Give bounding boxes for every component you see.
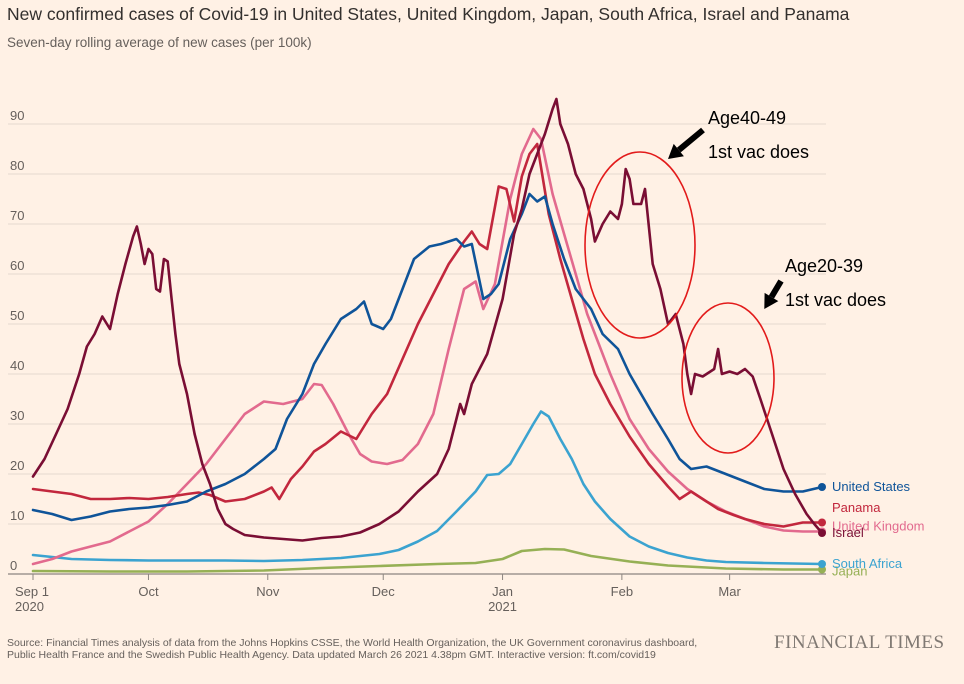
series-line-israel xyxy=(31,97,824,542)
annotation-arrow-shaft xyxy=(676,127,705,153)
highlight-ellipse-1 xyxy=(584,151,696,339)
series-line-united-kingdom xyxy=(31,127,824,566)
end-dot-japan xyxy=(818,565,826,574)
x-tick-label: Jan xyxy=(492,584,513,599)
end-dot-south-africa xyxy=(818,560,826,568)
series-line-japan xyxy=(31,547,824,573)
x-tick-sublabel: 2021 xyxy=(488,599,517,614)
series-label-united-states: United States xyxy=(832,479,911,494)
annotation-arrow-shaft xyxy=(768,279,784,299)
y-tick-label: 60 xyxy=(10,258,24,273)
end-dot-panama xyxy=(818,518,826,527)
series-line-south-africa xyxy=(31,410,824,566)
y-tick-label: 50 xyxy=(10,308,24,323)
series-lines xyxy=(31,97,826,574)
y-tick-label: 20 xyxy=(10,458,24,473)
x-tick-label: Feb xyxy=(611,584,633,599)
x-tick-label: Nov xyxy=(256,584,280,599)
annotation-title: Age40-49 xyxy=(708,108,786,128)
y-tick-label: 0 xyxy=(10,558,17,573)
chart-title: New confirmed cases of Covid-19 in Unite… xyxy=(7,4,850,24)
annotation-subtitle: 1st vac does xyxy=(708,142,809,162)
series-line-panama xyxy=(31,142,824,528)
x-tick-label: Mar xyxy=(718,584,741,599)
annotation-title: Age20-39 xyxy=(785,256,863,276)
source-note: Source: Financial Times analysis of data… xyxy=(7,637,698,662)
annotation-subtitle: 1st vac does xyxy=(785,290,886,310)
series-label-south-africa: South Africa xyxy=(832,556,903,571)
end-dot-israel xyxy=(818,529,826,537)
series-label-israel: Israel xyxy=(832,525,864,540)
annotation-marks xyxy=(584,127,784,454)
x-tick-sublabel: 2020 xyxy=(15,599,44,614)
series-label-japan: Japan xyxy=(832,564,867,579)
y-tick-label: 40 xyxy=(10,358,24,373)
annotation-arrow-head xyxy=(764,292,779,309)
y-tick-label: 30 xyxy=(10,408,24,423)
y-tick-label: 80 xyxy=(10,158,24,173)
ft-logo: FINANCIAL TIMES xyxy=(774,632,945,653)
series-label-united-kingdom: United Kingdom xyxy=(832,519,925,534)
y-tick-label: 10 xyxy=(10,508,24,523)
annotation-arrow-head xyxy=(668,143,684,159)
y-tick-label: 70 xyxy=(10,208,24,223)
chart-subtitle: Seven-day rolling average of new cases (… xyxy=(7,35,312,50)
y-tick-label: 90 xyxy=(10,108,24,123)
end-dot-united-states xyxy=(818,483,826,491)
series-line-united-states xyxy=(31,192,824,522)
x-tick-label: Dec xyxy=(372,584,396,599)
x-tick-label: Oct xyxy=(138,584,159,599)
series-label-panama: Panama xyxy=(832,500,881,515)
highlight-ellipse-2 xyxy=(681,302,775,454)
x-tick-label: Sep 1 xyxy=(15,584,49,599)
